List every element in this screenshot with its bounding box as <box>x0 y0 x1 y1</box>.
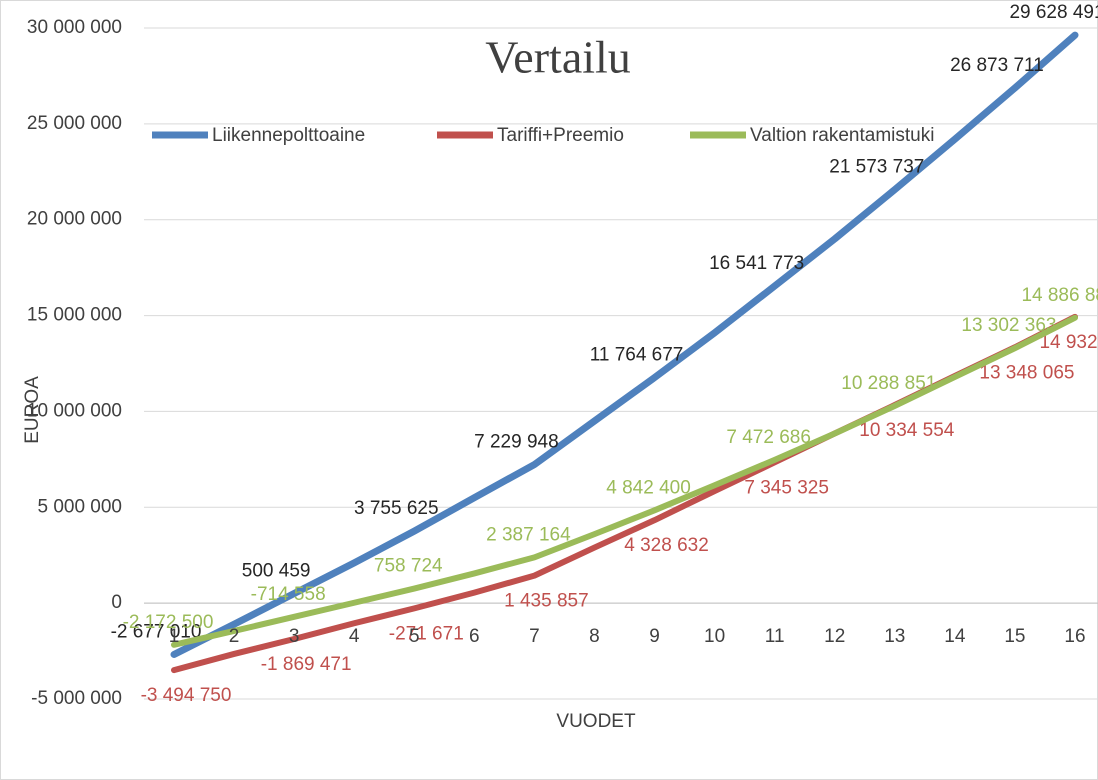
data-label: 7 345 325 <box>744 477 829 498</box>
legend-label: Liikennepolttoaine <box>212 125 365 146</box>
y-tick-label: 10 000 000 <box>27 400 122 421</box>
y-axis-title: EUROA <box>22 376 43 444</box>
data-label: 2 387 164 <box>486 524 571 545</box>
y-tick-label: 25 000 000 <box>27 113 122 134</box>
data-label: 4 842 400 <box>606 477 691 498</box>
data-label: 13 348 065 <box>979 362 1074 383</box>
x-tick-label: 1 <box>169 626 180 647</box>
x-tick-label: 9 <box>649 626 660 647</box>
y-tick-label: 5 000 000 <box>37 496 122 517</box>
x-tick-label: 8 <box>589 626 600 647</box>
x-tick-label: 6 <box>469 626 480 647</box>
x-tick-label: 16 <box>1064 626 1085 647</box>
plot: Liikennepolttoaine Tariffi+Preemio Valtion… <box>111 2 1098 706</box>
x-tick-label: 12 <box>824 626 845 647</box>
data-label: -1 869 471 <box>261 654 352 675</box>
x-tick-label: 7 <box>529 626 540 647</box>
data-label: -2 172 500 <box>123 612 214 633</box>
data-label: 11 764 677 <box>590 345 684 366</box>
data-label: -714 558 <box>251 584 326 605</box>
data-label: 14 932 592 <box>1039 332 1098 353</box>
x-tick-label: 10 <box>704 626 725 647</box>
y-tick-label: 30 000 000 <box>27 17 122 38</box>
x-tick-label: 15 <box>1004 626 1025 647</box>
data-label: 7 229 948 <box>474 432 559 453</box>
x-tick-label: 3 <box>289 626 300 647</box>
data-label: 758 724 <box>374 556 443 577</box>
x-axis-title: VUODET <box>556 711 636 732</box>
data-label: 21 573 737 <box>829 157 924 178</box>
x-tick-label: 2 <box>229 626 240 647</box>
chart-title: Vertailu <box>485 32 631 83</box>
data-label: 14 886 889 <box>1021 285 1098 306</box>
series-line <box>170 31 1079 658</box>
data-label: 26 873 711 <box>950 55 1044 76</box>
data-label: 10 288 851 <box>841 373 936 394</box>
y-tick-label: 20 000 000 <box>27 209 122 230</box>
data-label: -271 671 <box>389 623 464 644</box>
data-label: 16 541 773 <box>709 253 804 274</box>
data-label: -2 677 010 <box>111 621 202 642</box>
data-label: 7 472 686 <box>726 427 811 448</box>
data-label: 29 628 491 <box>1009 2 1098 23</box>
x-tick-label: 13 <box>884 626 905 647</box>
series-line <box>171 314 1078 648</box>
data-label: 13 302 363 <box>961 315 1056 336</box>
data-label: 3 755 625 <box>354 498 439 519</box>
legend-label: Valtion rakentamistuki <box>750 125 934 146</box>
data-label: 4 328 632 <box>624 535 709 556</box>
y-tick-label: 15 000 000 <box>27 305 122 326</box>
y-tick-label: -5 000 000 <box>31 688 122 709</box>
y-tick-label: 0 <box>111 592 122 613</box>
grid <box>144 27 1098 700</box>
data-label: 1 435 857 <box>504 591 589 612</box>
data-label: -3 494 750 <box>141 685 232 706</box>
legend-label: Tariffi+Preemio <box>497 125 624 146</box>
data-label: 10 334 554 <box>859 420 955 441</box>
data-label: 500 459 <box>242 561 311 582</box>
x-tick-label: 11 <box>765 626 785 647</box>
x-tick-label: 14 <box>944 626 966 647</box>
x-tick-label: 4 <box>349 626 360 647</box>
x-tick-label: 5 <box>409 626 420 647</box>
